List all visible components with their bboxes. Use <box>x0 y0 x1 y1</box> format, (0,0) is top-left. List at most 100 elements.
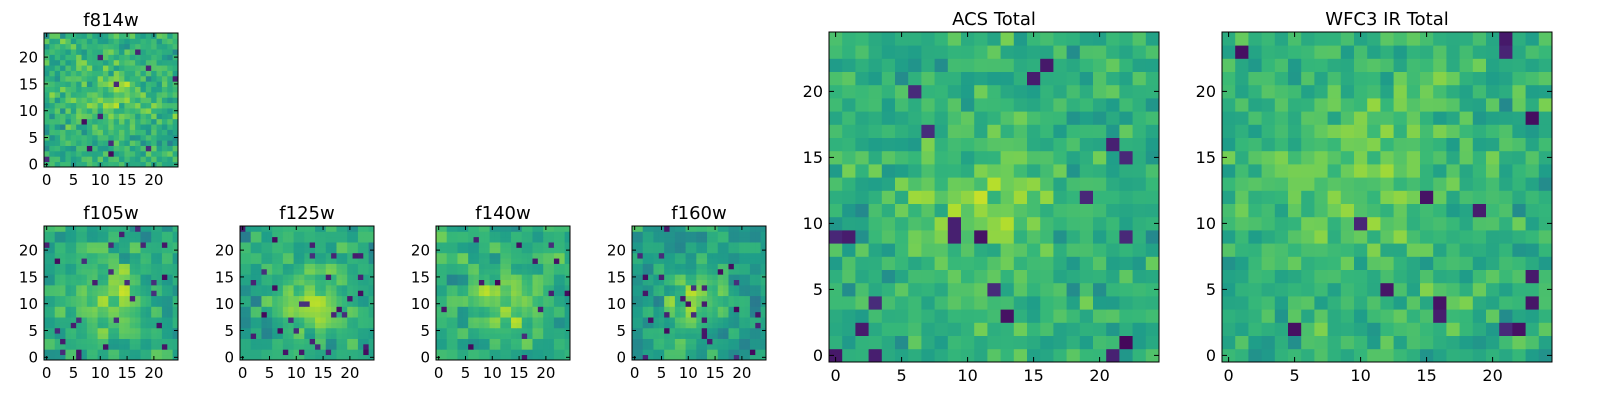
heatmap-cell <box>60 268 66 275</box>
heatmap-cell <box>494 252 501 259</box>
heatmap-cell <box>151 279 157 286</box>
heatmap-cell <box>717 279 724 286</box>
heatmap-cell <box>1499 322 1513 336</box>
heatmap-cell <box>1222 348 1236 363</box>
heatmap-cell <box>1013 190 1028 204</box>
heatmap-cell <box>723 306 729 313</box>
heatmap-cell <box>739 322 745 329</box>
heatmap-cell <box>282 258 289 264</box>
heatmap-cell <box>468 354 474 361</box>
heatmap-cell <box>113 343 120 350</box>
heatmap-cell <box>288 322 294 329</box>
heatmap-cell <box>1314 45 1328 59</box>
heatmap-cell <box>76 268 82 275</box>
heatmap-cell <box>829 348 843 363</box>
heatmap-cell <box>494 311 501 318</box>
heatmap-cell <box>1472 309 1487 323</box>
heatmap-cell <box>527 295 533 302</box>
heatmap-cell <box>653 354 660 361</box>
heatmap-cell <box>1274 296 1289 310</box>
heatmap-cell <box>1380 98 1394 112</box>
heatmap-cell <box>690 311 697 318</box>
heatmap-cell <box>446 295 453 302</box>
heatmap-cell <box>473 247 480 254</box>
heatmap-cell <box>473 258 480 264</box>
heatmap-cell <box>462 231 469 238</box>
heatmap-cell <box>315 252 321 259</box>
heatmap-cell <box>1367 269 1381 284</box>
heatmap-cell <box>368 333 375 339</box>
heatmap-cell <box>140 306 147 313</box>
heatmap-cell <box>516 258 523 264</box>
heatmap-cell <box>129 290 136 297</box>
heatmap-cell <box>92 75 98 82</box>
heatmap-cell <box>49 242 56 248</box>
heatmap-cell <box>102 38 109 45</box>
heatmap-cell <box>1472 137 1487 152</box>
heatmap-cell <box>167 124 174 130</box>
heatmap-cell <box>347 252 353 259</box>
heatmap-cell <box>921 296 935 310</box>
heatmap-cell <box>266 263 273 270</box>
heatmap-cell <box>632 231 638 238</box>
heatmap-cell <box>108 70 115 77</box>
heatmap-cell <box>1420 137 1434 152</box>
heatmap-cell <box>1013 137 1028 152</box>
heatmap-cell <box>452 268 458 275</box>
heatmap-cell <box>102 33 109 39</box>
heatmap-cell <box>240 263 246 270</box>
heatmap-cell <box>113 279 120 286</box>
heatmap-cell <box>1393 164 1408 178</box>
heatmap-cell <box>712 290 719 297</box>
heatmap-cell <box>135 113 141 120</box>
heatmap-cell <box>54 49 61 55</box>
heatmap-cell <box>564 279 571 286</box>
heatmap-cell <box>1499 45 1513 59</box>
heatmap-cell <box>172 295 179 302</box>
heatmap-cell <box>240 279 246 286</box>
heatmap-cell <box>156 65 163 71</box>
heatmap-cell <box>685 295 692 302</box>
heatmap-cell <box>240 290 246 297</box>
heatmap-cell <box>1367 45 1381 59</box>
heatmap-cell <box>553 290 560 297</box>
heatmap-cell <box>1066 230 1081 244</box>
heatmap-cell <box>921 150 935 165</box>
heatmap-cell <box>468 306 474 313</box>
heatmap-cell <box>728 263 735 270</box>
heatmap-cell <box>277 242 284 248</box>
x-tick-label: 0 <box>42 364 52 382</box>
heatmap-cell <box>172 306 179 313</box>
heatmap-cell <box>81 258 88 264</box>
heatmap-cell <box>1288 335 1302 350</box>
heatmap-cell <box>140 295 147 302</box>
heatmap-cell <box>65 327 72 334</box>
heatmap-cell <box>108 311 115 318</box>
heatmap-cell <box>564 226 571 232</box>
heatmap-cell <box>65 284 72 291</box>
heatmap-cell <box>86 161 93 168</box>
heatmap-cell <box>145 161 152 168</box>
heatmap-cell <box>1327 296 1342 310</box>
heatmap-cell <box>1499 203 1513 218</box>
heatmap-cell <box>462 236 469 243</box>
heatmap-cell <box>240 338 246 345</box>
heatmap-cell <box>494 306 501 313</box>
heatmap-cell <box>1235 243 1249 257</box>
heatmap-cell <box>717 252 724 259</box>
heatmap-cell <box>696 274 703 280</box>
heatmap-cell <box>1406 309 1421 323</box>
heatmap-cell <box>516 252 523 259</box>
heatmap-cell <box>1301 203 1315 218</box>
heatmap-cell <box>1288 243 1302 257</box>
heatmap-cell <box>70 311 77 318</box>
heatmap-cell <box>44 306 50 313</box>
heatmap-cell <box>167 75 174 82</box>
heatmap-cell <box>60 290 66 297</box>
heatmap-cell <box>113 102 120 109</box>
heatmap-cell <box>728 274 735 280</box>
heatmap-cell <box>167 263 174 270</box>
heatmap-cell <box>161 274 168 280</box>
heatmap-cell <box>357 274 364 280</box>
